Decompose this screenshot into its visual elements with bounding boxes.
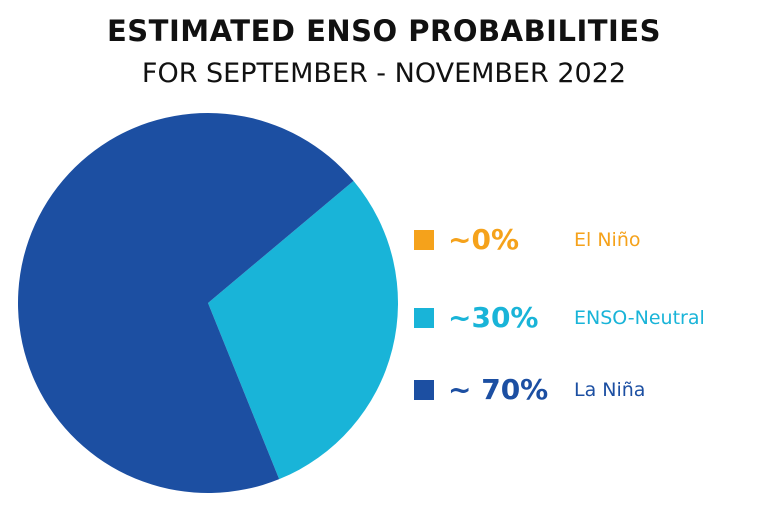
legend-swatch-el-nino	[414, 230, 434, 250]
legend-percent-la-nina: ~ 70%	[448, 373, 549, 406]
legend-swatch-enso-neutral	[414, 308, 434, 328]
legend-label-enso-neutral: ENSO-Neutral	[574, 307, 705, 329]
chart-subtitle: FOR SEPTEMBER - NOVEMBER 2022	[141, 58, 627, 89]
chart-title: ESTIMATED ENSO PROBABILITIES	[106, 14, 661, 48]
legend-label-el-nino: El Niño	[574, 229, 641, 251]
pie-slice-la-ni-a	[18, 113, 354, 494]
legend-percent-enso-neutral: ~30%	[448, 301, 539, 334]
legend-percent-el-nino: ~0%	[448, 223, 519, 256]
legend-label-la-nina: La Niña	[574, 379, 646, 401]
pie-slice-enso-neutral	[208, 180, 399, 480]
legend-swatch-la-nina	[414, 380, 434, 400]
